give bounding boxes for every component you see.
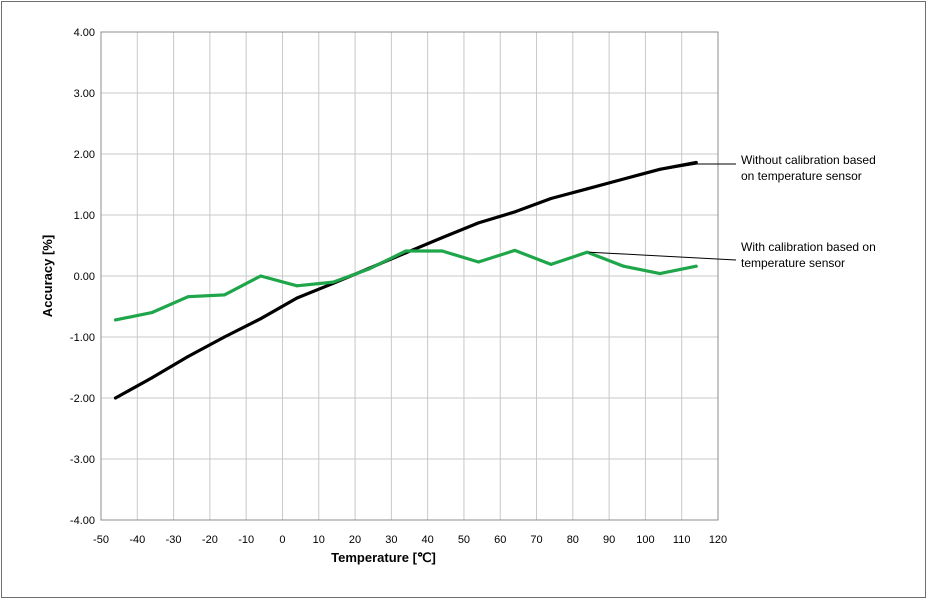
- series-point-2: [513, 248, 517, 252]
- series-point-2: [440, 249, 444, 253]
- x-axis-label: Temperature [℃]: [331, 550, 436, 565]
- series-point-2: [114, 318, 118, 322]
- series-point-2: [549, 262, 553, 266]
- series-point-2: [331, 280, 335, 284]
- series-point-2: [295, 284, 299, 288]
- x-tick-label: 80: [567, 534, 579, 546]
- series-point-2: [368, 267, 372, 271]
- x-tick-label: -20: [202, 534, 218, 546]
- leader-line-1: [664, 163, 736, 170]
- series-point-1: [476, 221, 480, 225]
- y-tick-label: 1.00: [74, 210, 95, 222]
- series-point-1: [440, 236, 444, 240]
- series-point-1: [513, 210, 517, 214]
- y-axis-label: Accuracy [%]: [40, 235, 55, 317]
- series-point-1: [114, 396, 118, 400]
- series-point-2: [222, 293, 226, 297]
- series-annotation-2: With calibration based on: [741, 240, 876, 254]
- series-point-1: [694, 161, 698, 165]
- series-group: [113, 160, 698, 400]
- x-tick-label: -40: [129, 534, 145, 546]
- x-tick-label: 40: [422, 534, 434, 546]
- series-point-1: [658, 167, 662, 171]
- x-tick-label: -50: [93, 534, 109, 546]
- y-tick-label: 3.00: [74, 88, 95, 100]
- series-annotation-1: on temperature sensor: [741, 169, 862, 183]
- plot-area: [100, 31, 719, 521]
- y-tick-label: 0.00: [74, 271, 95, 283]
- series-point-1: [150, 376, 154, 380]
- series-annotation-1: Without calibration based: [741, 153, 876, 167]
- series-point-2: [622, 264, 626, 268]
- series-point-1: [622, 177, 626, 181]
- x-tick-label: 100: [636, 534, 654, 546]
- x-tick-label: 20: [349, 534, 361, 546]
- y-tick-label: -4.00: [70, 515, 95, 527]
- series-point-1: [259, 317, 263, 321]
- y-axis-ticks: -4.00 -3.00 -2.00 -1.00 0.00 1.00 2.00 3.00 4.00: [70, 27, 95, 527]
- series-annotation-2: temperature sensor: [741, 256, 845, 270]
- x-tick-label: 30: [385, 534, 397, 546]
- x-tick-label: 60: [494, 534, 506, 546]
- series-point-1: [222, 335, 226, 339]
- x-tick-label: 50: [458, 534, 470, 546]
- x-tick-label: 0: [279, 534, 285, 546]
- x-tick-label: 70: [530, 534, 542, 546]
- series-point-2: [585, 250, 589, 254]
- x-axis-ticks: -50 -40 -30 -20 -10 0 10 20 30 40 50 60 70 80 90 100 110…: [93, 534, 727, 546]
- series-point-2: [186, 295, 190, 299]
- series-point-1: [186, 355, 190, 359]
- y-tick-label: 4.00: [74, 27, 95, 39]
- series-point-1: [295, 296, 299, 300]
- series-point-2: [150, 311, 154, 315]
- series-point-1: [585, 187, 589, 191]
- x-tick-label: 110: [673, 534, 691, 546]
- y-tick-label: -1.00: [70, 332, 95, 344]
- y-tick-label: -3.00: [70, 454, 95, 466]
- series-point-2: [658, 272, 662, 276]
- series-point-2: [476, 260, 480, 264]
- grid: [100, 31, 719, 521]
- series-point-2: [694, 264, 698, 268]
- series-point-1: [549, 197, 553, 201]
- series-point-2: [259, 274, 263, 278]
- leader-line-2: [589, 251, 737, 261]
- x-tick-label: 120: [709, 534, 727, 546]
- series-point-2: [404, 249, 408, 253]
- y-tick-label: 2.00: [74, 149, 95, 161]
- annotations: Without calibration based on temperature …: [589, 153, 876, 270]
- x-tick-label: -30: [166, 534, 182, 546]
- x-tick-label: 10: [313, 534, 325, 546]
- x-tick-label: -10: [238, 534, 254, 546]
- y-tick-label: -2.00: [70, 393, 95, 405]
- x-tick-label: 90: [603, 534, 615, 546]
